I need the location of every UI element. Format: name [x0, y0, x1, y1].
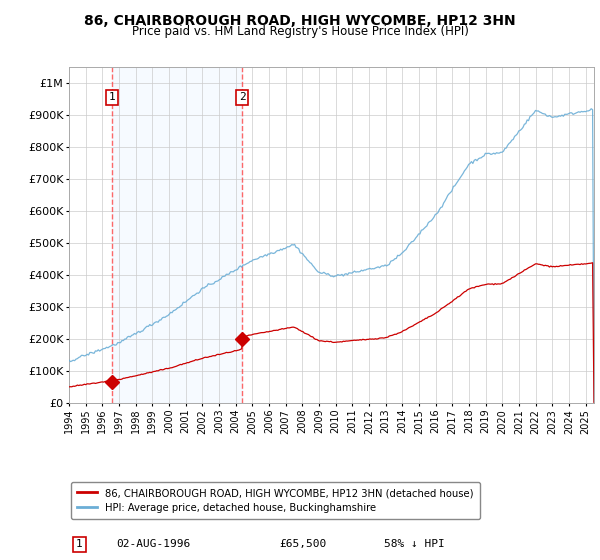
- Text: 1: 1: [76, 539, 83, 549]
- Text: 1: 1: [109, 92, 115, 102]
- Text: 86, CHAIRBOROUGH ROAD, HIGH WYCOMBE, HP12 3HN: 86, CHAIRBOROUGH ROAD, HIGH WYCOMBE, HP1…: [84, 14, 516, 28]
- Bar: [112, 67, 242, 403]
- Text: £65,500: £65,500: [279, 539, 326, 549]
- Text: 02-AUG-1996: 02-AUG-1996: [116, 539, 191, 549]
- Text: 58% ↓ HPI: 58% ↓ HPI: [384, 539, 445, 549]
- Legend: 86, CHAIRBOROUGH ROAD, HIGH WYCOMBE, HP12 3HN (detached house), HPI: Average pri: 86, CHAIRBOROUGH ROAD, HIGH WYCOMBE, HP1…: [71, 482, 480, 519]
- Text: Price paid vs. HM Land Registry's House Price Index (HPI): Price paid vs. HM Land Registry's House …: [131, 25, 469, 38]
- Text: 2: 2: [239, 92, 245, 102]
